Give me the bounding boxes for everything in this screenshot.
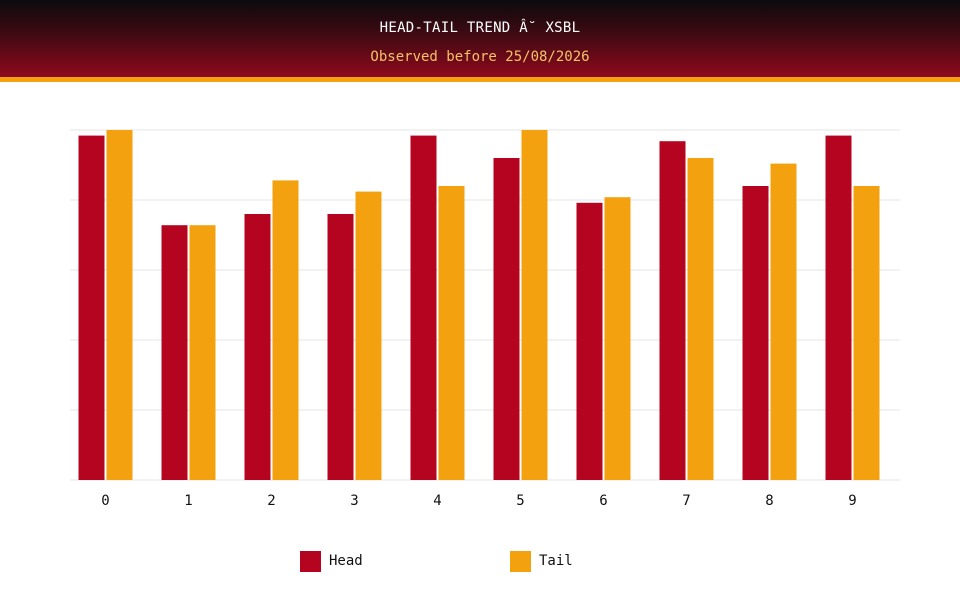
bar-head-5[interactable]	[493, 158, 520, 480]
bar-tail-8[interactable]	[770, 163, 797, 480]
bar-head-3[interactable]	[327, 214, 354, 480]
legend-swatch-head	[300, 550, 321, 572]
bar-tail-4[interactable]	[438, 186, 465, 480]
bars-group	[78, 130, 880, 481]
x-tick-label: 5	[516, 493, 524, 509]
bar-head-7[interactable]	[659, 141, 686, 480]
bar-head-6[interactable]	[576, 202, 603, 481]
bar-tail-3[interactable]	[355, 191, 382, 480]
x-tick-label: 9	[848, 493, 856, 509]
legend-item-tail[interactable]: Tail	[510, 550, 573, 572]
bar-tail-7[interactable]	[687, 158, 714, 480]
bar-chart: 0 1 2 3 4 5 6 7 8 9	[70, 129, 900, 509]
x-tick-label: 2	[267, 493, 275, 509]
bar-tail-1[interactable]	[189, 225, 216, 480]
bar-tail-0[interactable]	[106, 130, 133, 480]
legend: Head Tail	[0, 550, 960, 572]
bar-tail-9[interactable]	[853, 186, 880, 480]
x-tick-label: 1	[184, 493, 192, 509]
x-tick-label: 4	[433, 493, 441, 509]
bar-tail-5[interactable]	[521, 130, 548, 480]
legend-label-head: Head	[329, 553, 363, 569]
bar-head-1[interactable]	[161, 225, 188, 480]
legend-item-head[interactable]: Head	[300, 550, 363, 572]
bar-head-2[interactable]	[244, 214, 271, 480]
x-tick-label: 7	[682, 493, 690, 509]
bar-head-9[interactable]	[825, 135, 852, 480]
chart-title: HEAD-TAIL TREND Â˘ XSBL	[379, 20, 581, 36]
x-tick-label: 6	[599, 493, 607, 509]
bar-head-4[interactable]	[410, 135, 437, 480]
bar-tail-2[interactable]	[272, 180, 299, 480]
chart-subtitle: Observed before 25/08/2026	[370, 49, 590, 65]
bar-tail-6[interactable]	[604, 197, 631, 480]
bar-head-0[interactable]	[78, 135, 105, 480]
legend-label-tail: Tail	[539, 553, 573, 569]
legend-swatch-tail	[510, 550, 531, 572]
x-tick-labels: 0 1 2 3 4 5 6 7 8 9	[101, 493, 856, 509]
x-tick-label: 3	[350, 493, 358, 509]
x-tick-label: 8	[765, 493, 773, 509]
bar-head-8[interactable]	[742, 186, 769, 480]
x-tick-label: 0	[101, 493, 109, 509]
chart-header: HEAD-TAIL TREND Â˘ XSBL Observed before …	[0, 0, 960, 82]
